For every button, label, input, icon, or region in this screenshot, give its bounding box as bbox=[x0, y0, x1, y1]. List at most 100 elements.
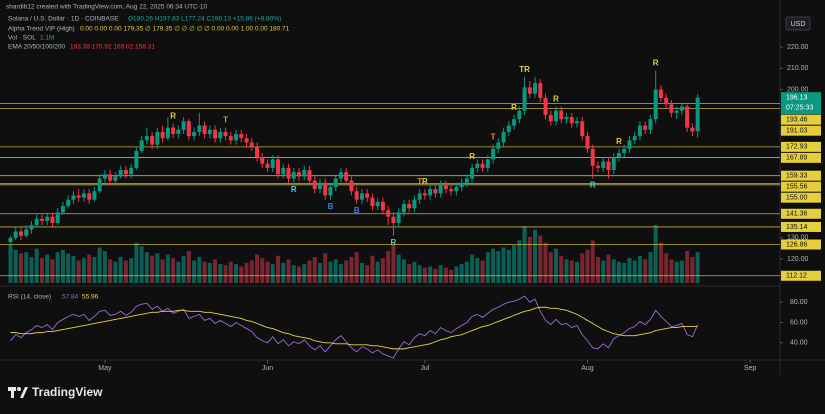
candle-body bbox=[622, 148, 627, 154]
candle-body bbox=[354, 191, 359, 200]
candle-body bbox=[307, 170, 312, 181]
y-tick-label: 120.00 bbox=[787, 256, 809, 263]
volume-bar bbox=[123, 260, 128, 283]
candle-body bbox=[454, 186, 459, 192]
candle-body bbox=[601, 161, 606, 168]
candle-body bbox=[585, 136, 590, 149]
volume-bar bbox=[176, 261, 181, 283]
x-tick-label: Jun bbox=[262, 365, 273, 372]
level-label: 155.56 bbox=[786, 184, 808, 191]
rsi-line bbox=[10, 306, 698, 350]
volume-bar bbox=[679, 260, 684, 283]
volume-bar bbox=[401, 259, 406, 283]
volume-bar bbox=[113, 261, 118, 283]
y-tick-label: 60.00 bbox=[790, 319, 808, 326]
candle-body bbox=[512, 119, 517, 126]
level-label-box bbox=[781, 125, 821, 136]
volume-bar bbox=[338, 264, 343, 283]
candle-body bbox=[396, 212, 401, 224]
volume-bar bbox=[244, 262, 249, 283]
candle-body bbox=[338, 172, 343, 179]
candle-body bbox=[45, 216, 50, 221]
level-label: 167.89 bbox=[786, 155, 808, 162]
candle-body bbox=[87, 193, 92, 200]
candle-body bbox=[113, 176, 118, 181]
candle-body bbox=[375, 201, 380, 207]
candle-body bbox=[685, 106, 690, 128]
candle-body bbox=[55, 212, 60, 224]
volume-bar bbox=[144, 252, 149, 283]
volume-bar bbox=[312, 256, 317, 283]
symbol-title: Solana / U.S. Dollar · 1D · COINBASE bbox=[8, 16, 119, 23]
candle-body bbox=[380, 201, 385, 211]
tradingview-logo: TradingView bbox=[8, 385, 103, 399]
volume-bar bbox=[443, 267, 448, 283]
candle-body bbox=[18, 231, 23, 236]
candle-body bbox=[664, 97, 669, 105]
candle-body bbox=[527, 87, 532, 94]
level-label-box bbox=[781, 239, 821, 250]
candle-body bbox=[276, 159, 281, 175]
rsi-line bbox=[10, 295, 699, 359]
volume-bar bbox=[207, 262, 212, 283]
volume-bar bbox=[281, 262, 286, 283]
volume-bar bbox=[454, 266, 459, 283]
candle-body bbox=[181, 121, 186, 130]
candle-body bbox=[433, 189, 438, 194]
candle-body bbox=[202, 125, 207, 134]
volume-bar bbox=[165, 254, 170, 283]
ohlc-legend: O180.26 H197.83 L177.24 C196.13 +15.86 (… bbox=[128, 16, 281, 23]
volume-bar bbox=[60, 249, 65, 283]
candle-body bbox=[533, 83, 538, 94]
volume-bar bbox=[391, 243, 396, 283]
candle-body bbox=[60, 206, 65, 213]
volume-bar bbox=[632, 260, 637, 283]
signal-label: R bbox=[653, 59, 659, 68]
volume-bar bbox=[438, 265, 443, 283]
x-tick-label: Aug bbox=[581, 365, 594, 372]
level-label-box bbox=[781, 181, 821, 192]
volume-bar bbox=[344, 260, 349, 283]
candle-body bbox=[312, 180, 317, 190]
volume-bar bbox=[323, 253, 328, 283]
candle-body bbox=[165, 127, 170, 139]
candle-body bbox=[606, 161, 611, 171]
candle-body bbox=[643, 125, 648, 130]
candle-body bbox=[244, 138, 249, 143]
volume-bar bbox=[522, 226, 527, 283]
volume-bar bbox=[249, 260, 254, 283]
volume-bar bbox=[171, 258, 176, 283]
candle-body bbox=[34, 218, 39, 226]
volume-bar bbox=[29, 256, 34, 283]
volume-bar bbox=[296, 266, 301, 283]
signal-label: R bbox=[422, 177, 428, 186]
rsi-value: 55.96 bbox=[82, 294, 99, 301]
volume-bar bbox=[45, 254, 50, 283]
candle-body bbox=[637, 125, 642, 137]
level-label-box bbox=[781, 114, 821, 125]
y-tick-label: 130.00 bbox=[787, 235, 809, 242]
candle-body bbox=[270, 159, 275, 168]
volume-bar bbox=[218, 264, 223, 283]
candle-body bbox=[443, 184, 448, 190]
y-tick-label: 40.00 bbox=[790, 340, 808, 347]
volume-bar bbox=[155, 253, 160, 283]
candle-body bbox=[386, 210, 391, 217]
volume-bar bbox=[506, 249, 511, 283]
currency-button[interactable] bbox=[785, 16, 811, 31]
volume-bar bbox=[554, 248, 559, 283]
candle-body bbox=[333, 178, 338, 187]
candle-body bbox=[564, 117, 569, 120]
y-tick-label: 80.00 bbox=[790, 299, 808, 306]
candle-body bbox=[401, 203, 406, 213]
candle-body bbox=[118, 170, 123, 177]
level-label: 159.33 bbox=[786, 173, 808, 180]
candle-body bbox=[139, 140, 144, 151]
volume-bar bbox=[664, 253, 669, 283]
candle-body bbox=[150, 136, 155, 145]
signal-label: R bbox=[511, 103, 517, 112]
candle-body bbox=[412, 199, 417, 209]
volume-bar bbox=[270, 264, 275, 283]
candle-body bbox=[228, 136, 233, 141]
